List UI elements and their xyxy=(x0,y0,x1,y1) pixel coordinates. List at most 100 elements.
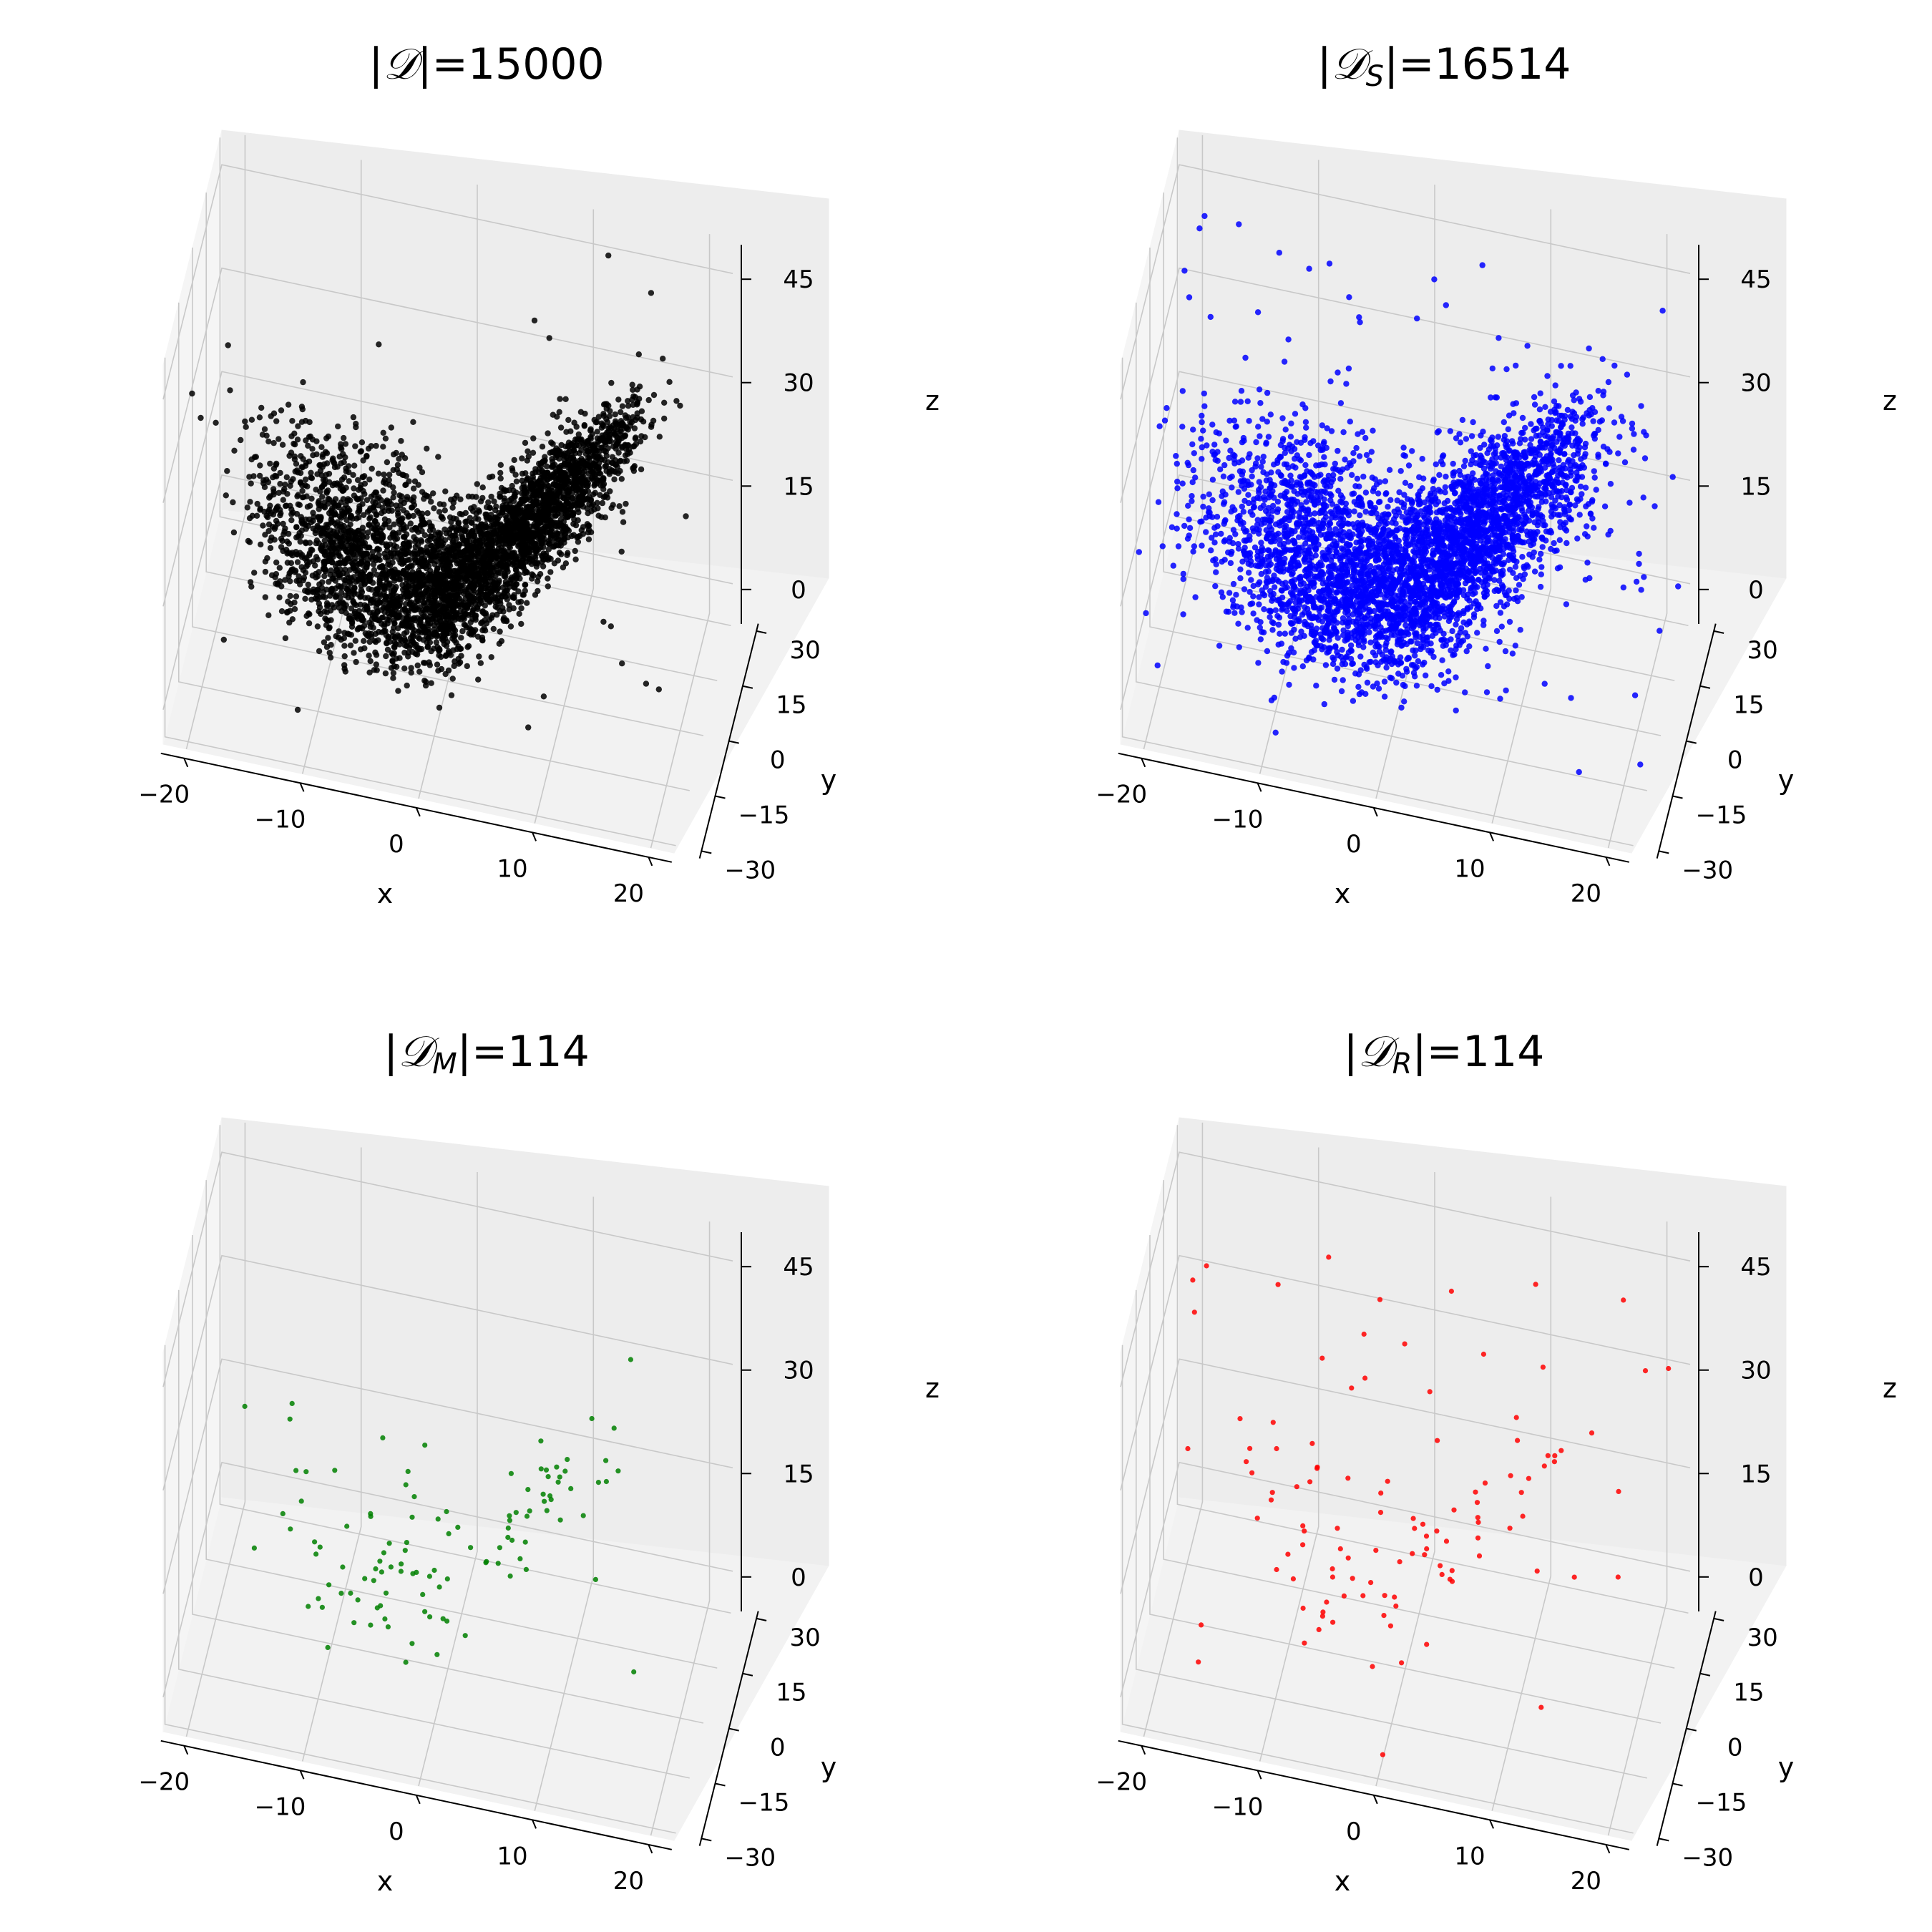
data-point xyxy=(1250,610,1257,617)
data-point xyxy=(394,593,401,600)
data-point xyxy=(336,560,343,566)
data-point xyxy=(401,540,407,547)
data-point xyxy=(348,616,354,623)
data-point xyxy=(1220,473,1227,479)
data-point xyxy=(436,501,443,507)
data-point xyxy=(566,486,573,492)
data-point xyxy=(314,623,321,630)
data-point xyxy=(467,505,474,512)
data-point xyxy=(323,472,330,478)
data-point xyxy=(348,594,355,600)
data-point xyxy=(1230,580,1237,587)
data-point xyxy=(358,439,366,446)
data-point xyxy=(340,451,346,457)
data-point xyxy=(455,575,462,582)
data-point xyxy=(380,444,386,450)
data-point xyxy=(532,466,539,472)
data-point xyxy=(535,587,541,595)
data-point xyxy=(476,653,482,660)
data-point xyxy=(406,549,412,556)
data-point xyxy=(421,602,428,609)
data-point xyxy=(342,566,348,573)
data-point xyxy=(519,470,526,477)
data-point xyxy=(482,511,489,518)
data-point xyxy=(429,573,436,580)
data-point xyxy=(390,675,396,681)
data-point xyxy=(1400,444,1407,451)
data-point xyxy=(389,567,395,574)
data-point xyxy=(412,650,419,657)
data-point xyxy=(526,552,533,560)
data-point xyxy=(504,562,510,568)
data-point xyxy=(383,653,389,660)
data-point xyxy=(630,467,638,474)
data-point xyxy=(1582,484,1589,491)
z-tick-label: 15 xyxy=(783,472,814,501)
data-point xyxy=(291,599,298,606)
data-point xyxy=(618,409,624,416)
data-point xyxy=(565,500,572,507)
data-point xyxy=(260,522,266,529)
data-point xyxy=(381,621,388,628)
data-point xyxy=(507,623,514,630)
data-point xyxy=(376,532,383,539)
data-point xyxy=(398,438,404,444)
data-point xyxy=(527,479,535,486)
data-point xyxy=(280,497,286,503)
data-point xyxy=(1208,547,1214,554)
data-point xyxy=(551,560,558,567)
data-point xyxy=(526,527,533,534)
data-point xyxy=(1631,692,1639,698)
data-point xyxy=(270,486,277,492)
data-point xyxy=(319,579,326,585)
data-point xyxy=(459,628,466,635)
data-point xyxy=(546,335,552,341)
data-point xyxy=(1161,417,1169,424)
data-point xyxy=(441,555,447,561)
data-point xyxy=(582,445,590,452)
data-point xyxy=(575,533,581,540)
data-point xyxy=(361,512,367,518)
data-point xyxy=(282,482,288,488)
data-point xyxy=(449,532,456,539)
data-point xyxy=(1254,309,1262,316)
data-point xyxy=(1506,618,1513,625)
data-point xyxy=(388,424,394,431)
data-point xyxy=(353,658,359,665)
data-point xyxy=(582,451,590,457)
data-point xyxy=(321,572,328,580)
data-point xyxy=(398,497,404,504)
data-point xyxy=(395,510,401,517)
data-point xyxy=(475,676,482,683)
data-point xyxy=(540,550,547,557)
data-point xyxy=(1519,414,1526,421)
data-point xyxy=(586,501,592,507)
data-point xyxy=(473,510,479,517)
data-point xyxy=(565,527,572,534)
data-point xyxy=(462,553,469,560)
data-point xyxy=(410,616,416,623)
data-point xyxy=(537,571,544,577)
data-point xyxy=(389,507,395,514)
data-point xyxy=(600,401,608,408)
data-point xyxy=(629,381,635,388)
data-point xyxy=(406,512,412,519)
data-point xyxy=(258,541,264,548)
data-point xyxy=(258,404,265,411)
data-point xyxy=(617,426,623,434)
data-point xyxy=(507,545,513,551)
data-point xyxy=(595,505,601,512)
data-point xyxy=(319,454,326,460)
data-point xyxy=(468,576,474,582)
data-point xyxy=(225,342,231,348)
data-point xyxy=(454,492,460,499)
data-point xyxy=(326,624,333,630)
data-point xyxy=(248,416,255,423)
data-point xyxy=(288,506,295,513)
data-point xyxy=(358,448,364,454)
data-point xyxy=(477,498,484,504)
data-point xyxy=(273,462,279,468)
data-point xyxy=(467,619,474,625)
data-point xyxy=(246,539,253,545)
data-point xyxy=(403,473,409,479)
